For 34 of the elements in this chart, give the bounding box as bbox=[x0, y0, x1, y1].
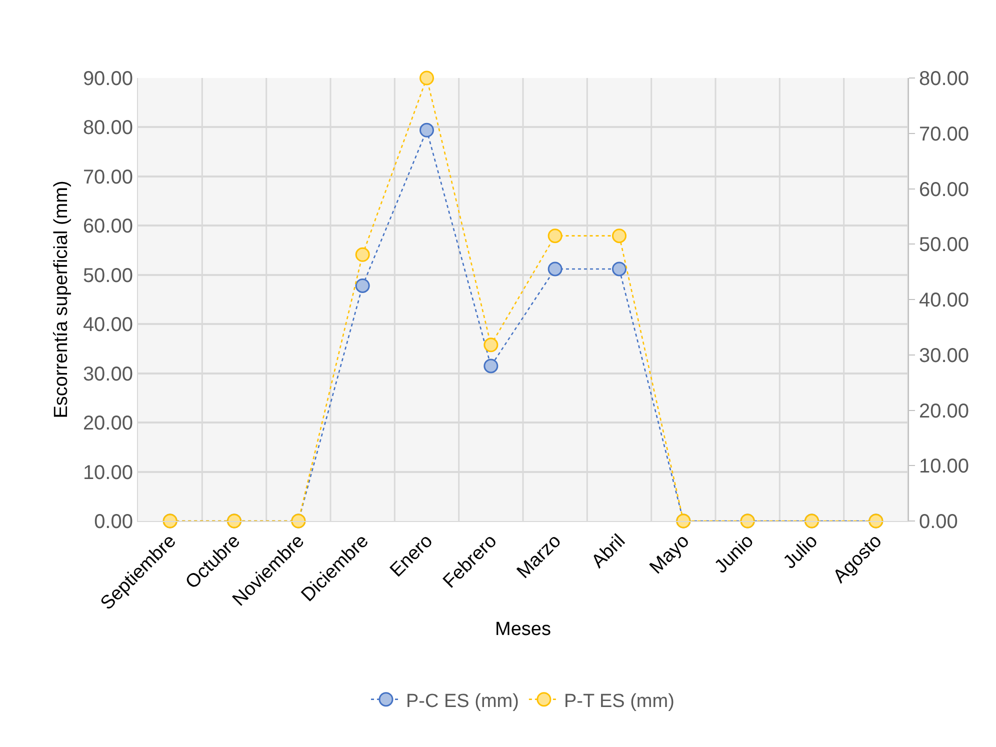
x-tick-label: Julio bbox=[780, 530, 822, 574]
x-axis-title: Meses bbox=[495, 619, 551, 640]
y2-tick-label: 50.00 bbox=[919, 234, 970, 256]
y-tick-label: 50.00 bbox=[82, 264, 133, 287]
point bbox=[612, 228, 626, 244]
y-tick-label: 60.00 bbox=[82, 216, 133, 238]
y-tick-label: 10.00 bbox=[82, 462, 133, 484]
y2-tick-label: 30.00 bbox=[919, 344, 970, 367]
y2-tick-label: 60.00 bbox=[919, 178, 970, 201]
y-tick-label: 80.00 bbox=[82, 117, 133, 140]
y-tick-label: 90.00 bbox=[82, 68, 133, 90]
legend-label: P-T ES (mm) bbox=[564, 690, 674, 712]
point bbox=[355, 247, 370, 262]
y2-tick-label: 70.00 bbox=[919, 123, 970, 146]
legend-label: P-C ES (mm) bbox=[406, 690, 519, 712]
point bbox=[484, 338, 498, 352]
y-tick-label: 20.00 bbox=[82, 412, 133, 435]
point bbox=[612, 262, 626, 276]
point bbox=[484, 358, 498, 374]
y-tick-label: 70.00 bbox=[82, 166, 133, 188]
y2-tick-label: 10.00 bbox=[919, 456, 970, 478]
y-axis-title: Escorrentía superficial (mm) bbox=[50, 180, 72, 418]
y-tick-label: 30.00 bbox=[82, 363, 133, 386]
y-tick-label: 0.00 bbox=[94, 511, 133, 533]
point bbox=[548, 228, 562, 244]
point bbox=[355, 278, 370, 293]
y2-tick-label: 40.00 bbox=[919, 290, 970, 312]
y2-tick-label: 0.00 bbox=[919, 511, 958, 533]
y-tick-label: 40.00 bbox=[82, 314, 133, 336]
y2-tick-label: 20.00 bbox=[919, 400, 970, 422]
y2-tick-label: 80.00 bbox=[919, 68, 970, 90]
point bbox=[548, 262, 562, 276]
point bbox=[420, 70, 434, 86]
point bbox=[420, 122, 434, 138]
